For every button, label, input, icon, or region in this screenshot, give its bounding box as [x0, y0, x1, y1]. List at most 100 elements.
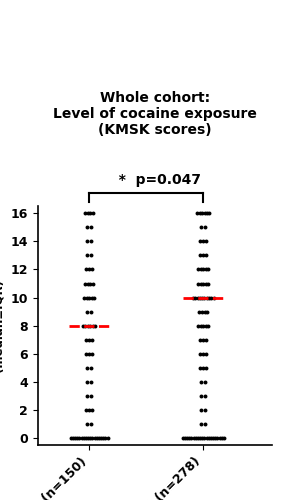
- Point: [85, 210, 90, 218]
- Point: [89, 378, 94, 386]
- Point: [72, 434, 77, 442]
- Point: [208, 434, 213, 442]
- Point: [206, 280, 211, 287]
- Point: [88, 210, 93, 218]
- Point: [198, 294, 202, 302]
- Point: [187, 434, 192, 442]
- Point: [94, 434, 99, 442]
- Point: [203, 378, 208, 386]
- Point: [189, 434, 194, 442]
- Point: [209, 294, 214, 302]
- Point: [83, 280, 88, 287]
- Point: [83, 210, 88, 218]
- Point: [84, 266, 88, 274]
- Point: [196, 322, 201, 330]
- Point: [206, 322, 211, 330]
- Point: [204, 336, 209, 344]
- Text: *  p=0.047: * p=0.047: [109, 173, 201, 187]
- Point: [85, 308, 89, 316]
- Point: [99, 434, 104, 442]
- Point: [204, 350, 209, 358]
- Point: [213, 434, 218, 442]
- Point: [198, 322, 203, 330]
- Point: [85, 322, 90, 330]
- Point: [103, 434, 108, 442]
- Point: [85, 252, 89, 260]
- Point: [195, 210, 200, 218]
- Point: [198, 252, 203, 260]
- Point: [221, 434, 226, 442]
- Point: [199, 378, 204, 386]
- Y-axis label: Cocaine KMSK score
(median±IQR): Cocaine KMSK score (median±IQR): [0, 258, 5, 393]
- Point: [88, 434, 93, 442]
- Point: [201, 350, 206, 358]
- Point: [89, 238, 94, 246]
- Point: [90, 406, 95, 414]
- Point: [81, 322, 85, 330]
- Point: [206, 434, 211, 442]
- Point: [204, 294, 209, 302]
- Point: [83, 322, 88, 330]
- Point: [93, 322, 98, 330]
- Point: [77, 434, 82, 442]
- Point: [201, 336, 206, 344]
- Point: [201, 364, 206, 372]
- Point: [198, 238, 203, 246]
- Point: [204, 280, 208, 287]
- Text: Whole cohort:
Level of cocaine exposure
(KMSK scores): Whole cohort: Level of cocaine exposure …: [53, 90, 257, 137]
- Point: [193, 434, 198, 442]
- Point: [204, 434, 209, 442]
- Point: [202, 210, 207, 218]
- Point: [89, 294, 94, 302]
- Point: [206, 266, 211, 274]
- Point: [90, 322, 95, 330]
- Point: [198, 350, 203, 358]
- Point: [83, 434, 88, 442]
- Point: [198, 336, 203, 344]
- Point: [204, 210, 209, 218]
- Point: [219, 434, 224, 442]
- Point: [211, 294, 216, 302]
- Point: [203, 420, 208, 428]
- Point: [207, 210, 212, 218]
- Point: [89, 308, 94, 316]
- Point: [87, 266, 92, 274]
- Point: [202, 294, 207, 302]
- Point: [90, 336, 95, 344]
- Point: [205, 308, 210, 316]
- Point: [191, 434, 196, 442]
- Point: [90, 266, 95, 274]
- Point: [201, 322, 206, 330]
- Point: [198, 280, 203, 287]
- Point: [70, 434, 75, 442]
- Point: [196, 280, 201, 287]
- Point: [81, 434, 86, 442]
- Point: [84, 336, 88, 344]
- Point: [85, 378, 89, 386]
- Point: [198, 364, 203, 372]
- Point: [91, 210, 96, 218]
- Point: [204, 364, 209, 372]
- Point: [199, 406, 204, 414]
- Point: [91, 280, 96, 287]
- Point: [68, 434, 73, 442]
- Point: [92, 294, 97, 302]
- Point: [87, 294, 92, 302]
- Point: [87, 350, 92, 358]
- Point: [89, 392, 94, 400]
- Point: [198, 266, 203, 274]
- Point: [85, 238, 89, 246]
- Point: [199, 420, 204, 428]
- Point: [217, 434, 222, 442]
- Point: [204, 266, 208, 274]
- Point: [90, 434, 95, 442]
- Point: [202, 308, 207, 316]
- Point: [215, 434, 220, 442]
- Point: [87, 406, 92, 414]
- Point: [204, 322, 208, 330]
- Point: [201, 266, 206, 274]
- Point: [203, 406, 208, 414]
- Point: [198, 434, 202, 442]
- Point: [89, 420, 94, 428]
- Point: [85, 280, 90, 287]
